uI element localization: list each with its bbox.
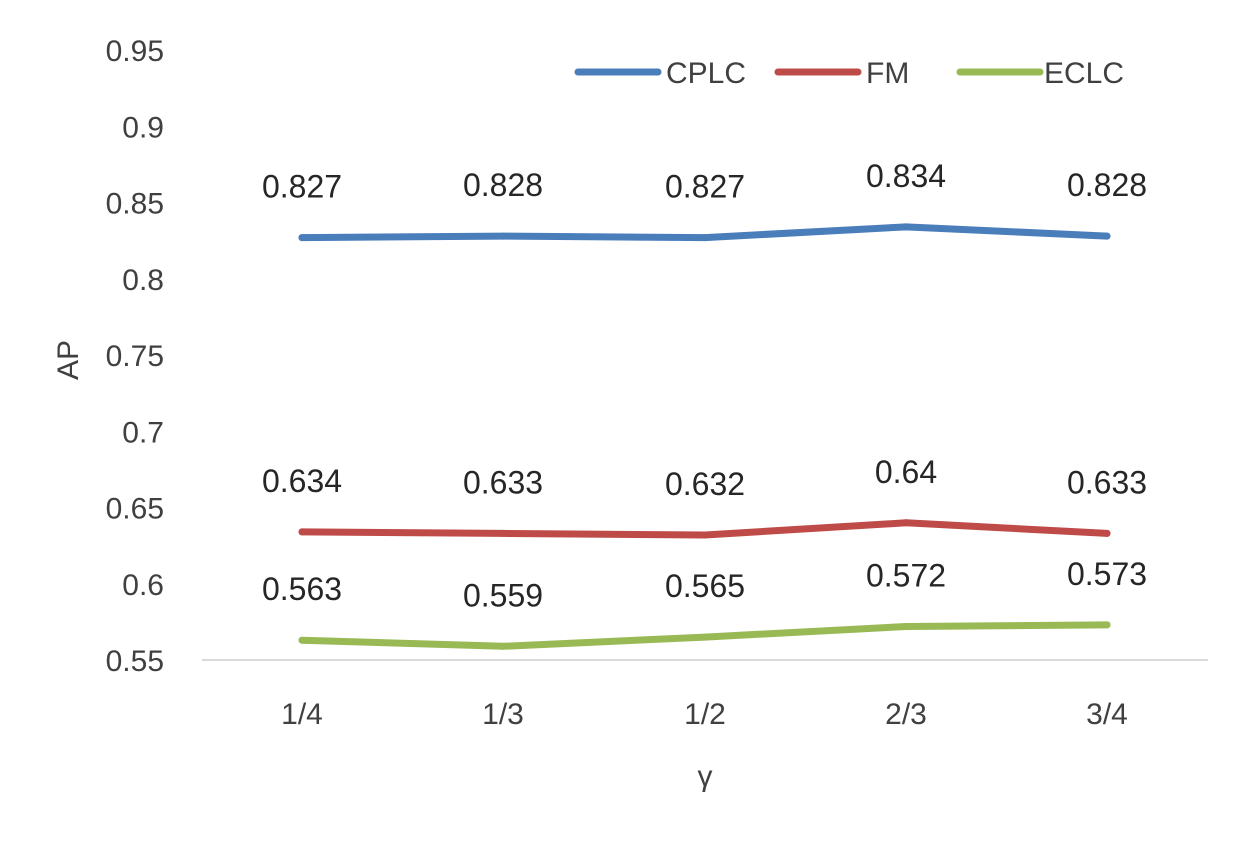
data-point-fm <box>701 531 709 539</box>
data-point-cplc <box>298 234 306 242</box>
y-axis: 0.55 0.6 0.65 0.7 0.75 0.8 0.85 0.9 0.95 <box>106 35 164 678</box>
legend-item-cplc: CPLC <box>574 57 746 90</box>
y-tick-label: 0.55 <box>106 645 164 678</box>
data-point-fm <box>1103 529 1111 537</box>
data-point-cplc <box>701 234 709 242</box>
x-tick-label: 3/4 <box>1086 698 1128 731</box>
data-label-fm: 0.632 <box>665 466 745 502</box>
data-label-eclc: 0.572 <box>866 558 946 594</box>
data-label-eclc: 0.563 <box>262 571 342 607</box>
y-tick-label: 0.65 <box>106 493 164 526</box>
y-tick-label: 0.8 <box>122 264 164 297</box>
data-label-eclc: 0.559 <box>463 577 543 613</box>
data-label-cplc: 0.828 <box>463 167 543 203</box>
x-tick-label: 2/3 <box>885 698 927 731</box>
x-tick-label: 1/2 <box>684 698 726 731</box>
data-label-fm: 0.634 <box>262 463 342 499</box>
data-point-cplc <box>902 223 910 231</box>
y-tick-label: 0.6 <box>122 569 164 602</box>
data-point-eclc <box>1103 621 1111 629</box>
data-label-cplc: 0.827 <box>665 169 745 205</box>
legend-item-fm: FM <box>774 57 909 90</box>
data-label-fm: 0.633 <box>1067 464 1147 500</box>
data-point-eclc <box>701 633 709 641</box>
x-tick-label: 1/3 <box>482 698 524 731</box>
y-tick-label: 0.75 <box>106 340 164 373</box>
data-label-cplc: 0.834 <box>866 158 946 194</box>
legend: CPLC FM ECLC <box>574 57 1124 90</box>
series-lines <box>298 223 1111 650</box>
data-label-cplc: 0.827 <box>262 169 342 205</box>
legend-label: ECLC <box>1044 57 1124 90</box>
data-point-eclc <box>499 642 507 650</box>
data-label-fm: 0.633 <box>463 464 543 500</box>
y-tick-label: 0.85 <box>106 188 164 221</box>
legend-label: CPLC <box>666 57 746 90</box>
data-label-eclc: 0.565 <box>665 568 745 604</box>
x-axis-title: γ <box>698 760 713 793</box>
y-tick-label: 0.95 <box>106 35 164 68</box>
data-point-fm <box>298 528 306 536</box>
x-tick-label: 1/4 <box>281 698 323 731</box>
y-axis-title: AP <box>52 340 85 380</box>
y-tick-label: 0.7 <box>122 416 164 449</box>
data-labels: 0.827 0.828 0.827 0.834 0.828 0.634 0.633 0.632… <box>262 158 1147 613</box>
x-axis: 1/4 1/3 1/2 2/3 3/4 <box>202 659 1208 731</box>
data-label-fm: 0.64 <box>875 454 937 490</box>
data-label-eclc: 0.573 <box>1067 556 1147 592</box>
data-point-eclc <box>298 636 306 644</box>
data-point-cplc <box>1103 232 1111 240</box>
legend-label: FM <box>866 57 909 90</box>
data-point-fm <box>499 529 507 537</box>
legend-item-eclc: ECLC <box>956 57 1124 90</box>
data-point-eclc <box>902 623 910 630</box>
data-point-fm <box>902 519 910 527</box>
data-point-cplc <box>499 232 507 240</box>
data-label-cplc: 0.828 <box>1067 167 1147 203</box>
y-tick-label: 0.9 <box>122 111 164 144</box>
